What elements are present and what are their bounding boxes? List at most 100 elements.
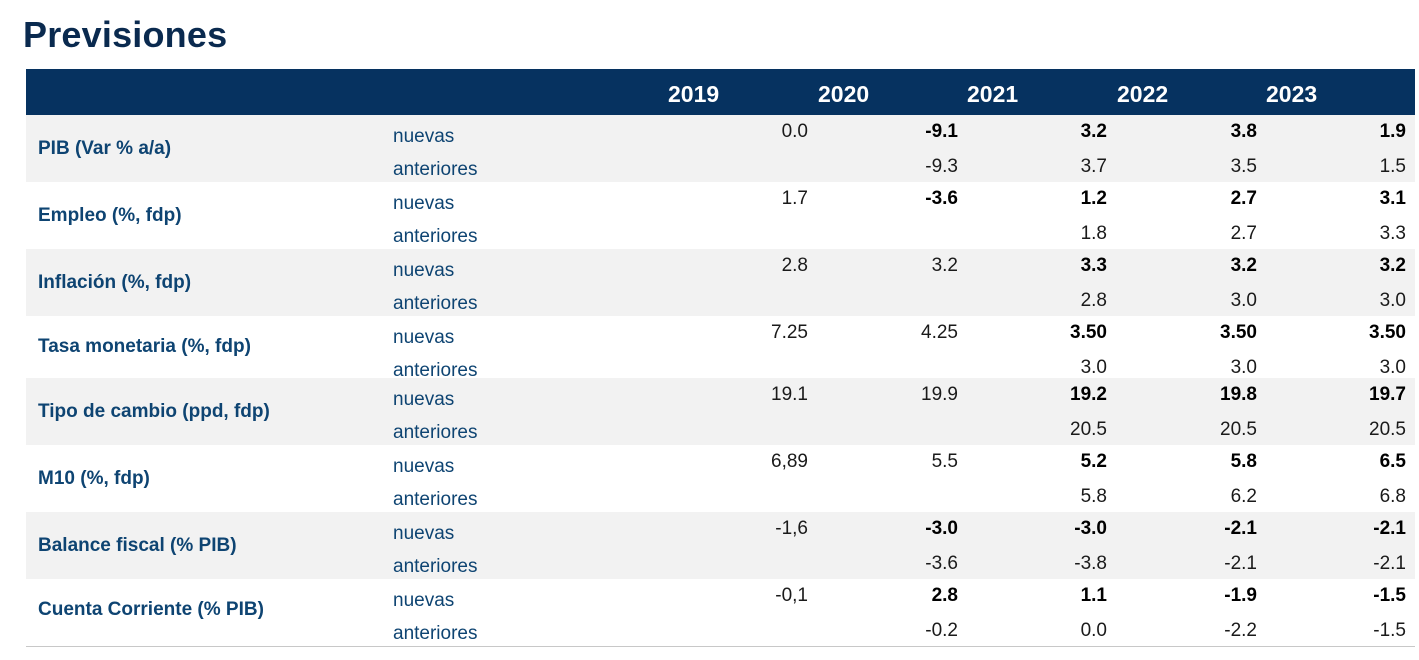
- previous-value-cell: 3.3: [1379, 223, 1406, 244]
- table-row: Tasa monetaria (%, fdp) nuevas anteriores 7…: [26, 316, 1415, 381]
- new-forecast-label: nuevas: [393, 260, 455, 281]
- new-value-cell: -3.0: [1074, 518, 1107, 539]
- new-value-cell: 19.8: [1220, 384, 1257, 405]
- new-value-cell: 4.25: [921, 322, 958, 343]
- previous-forecast-label: anteriores: [393, 556, 478, 577]
- new-value-cell: -9.1: [925, 121, 958, 142]
- table-row: Balance fiscal (% PIB) nuevas anteriores -1…: [26, 512, 1415, 579]
- new-value-cell: -1.9: [1224, 585, 1257, 606]
- year-header: 2021: [967, 81, 1019, 107]
- new-value-cell: -3.6: [925, 188, 958, 209]
- year-header: 2022: [1117, 81, 1169, 107]
- new-value-cell: 19.2: [1070, 384, 1107, 405]
- indicator-label: Tasa monetaria (%, fdp): [38, 336, 251, 357]
- previous-value-cell: 3.7: [1080, 156, 1107, 177]
- previous-value-cell: 3.5: [1230, 156, 1257, 177]
- new-value-cell: 19.1: [771, 384, 808, 405]
- year-header: 2023: [1266, 81, 1318, 107]
- previous-value-cell: 3.0: [1230, 357, 1257, 378]
- previous-value-cell: 2.7: [1230, 223, 1257, 244]
- new-value-cell: 2.7: [1230, 188, 1257, 209]
- previous-value-cell: 20.5: [1070, 419, 1107, 440]
- new-value-cell: 3.50: [1220, 322, 1257, 343]
- previous-forecast-label: anteriores: [393, 159, 478, 180]
- indicator-label: Tipo de cambio (ppd, fdp): [38, 400, 270, 422]
- new-value-cell: 6,89: [771, 451, 808, 472]
- previous-value-cell: 3.0: [1230, 290, 1257, 311]
- new-value-cell: 2.8: [931, 585, 958, 606]
- table-row: Empleo (%, fdp) nuevas anteriores 1.7 -3.6 1.…: [26, 182, 1415, 249]
- previous-forecast-label: anteriores: [393, 360, 478, 381]
- previous-value-cell: 20.5: [1220, 419, 1257, 440]
- new-value-cell: 1.9: [1379, 121, 1406, 142]
- new-value-cell: 1.2: [1080, 188, 1107, 209]
- table-row: PIB (Var % a/a) nuevas anteriores 0.0 -9.1 3.…: [26, 115, 1415, 182]
- previous-forecast-label: anteriores: [393, 293, 478, 314]
- new-value-cell: 1.7: [781, 188, 808, 209]
- new-value-cell: 7.25: [771, 322, 808, 343]
- new-forecast-label: nuevas: [393, 590, 455, 611]
- new-value-cell: 1.1: [1080, 585, 1107, 606]
- previous-value-cell: 2.8: [1080, 290, 1107, 311]
- new-value-cell: 3.3: [1080, 255, 1107, 276]
- new-forecast-label: nuevas: [393, 126, 455, 147]
- indicator-label: M10 (%, fdp): [38, 467, 150, 489]
- new-value-cell: -2.1: [1224, 518, 1257, 539]
- previous-forecast-label: anteriores: [393, 422, 478, 443]
- forecast-table: 2019 2020 2021 2022 2023 PIB (Var % a/a)…: [26, 69, 1415, 644]
- new-forecast-label: nuevas: [393, 523, 455, 544]
- new-value-cell: 6.5: [1379, 451, 1406, 472]
- previous-value-cell: -3.6: [925, 553, 958, 574]
- new-value-cell: -1,6: [775, 518, 808, 539]
- new-value-cell: 5.2: [1080, 451, 1107, 472]
- new-value-cell: 2.8: [781, 255, 808, 276]
- new-value-cell: -0,1: [775, 585, 808, 606]
- table-body: PIB (Var % a/a) nuevas anteriores 0.0 -9.1 3.…: [26, 115, 1415, 644]
- new-value-cell: -1.5: [1373, 585, 1406, 606]
- table-bottom-rule: [26, 646, 1415, 647]
- indicator-label: Cuenta Corriente (% PIB): [38, 599, 264, 620]
- new-value-cell: 3.50: [1369, 322, 1406, 343]
- previous-value-cell: -2.2: [1224, 620, 1257, 641]
- previous-value-cell: -3.8: [1074, 553, 1107, 574]
- new-value-cell: 19.9: [921, 384, 958, 405]
- previous-forecast-label: anteriores: [393, 226, 478, 247]
- new-value-cell: 3.2: [931, 255, 958, 276]
- new-value-cell: 3.8: [1230, 121, 1257, 142]
- previous-value-cell: -0.2: [925, 620, 958, 641]
- previous-value-cell: -9.3: [925, 156, 958, 177]
- new-forecast-label: nuevas: [393, 389, 455, 410]
- new-value-cell: 19.7: [1369, 384, 1406, 405]
- indicator-label: Inflación (%, fdp): [38, 271, 192, 293]
- new-forecast-label: nuevas: [393, 327, 455, 348]
- previous-value-cell: 5.8: [1080, 486, 1107, 507]
- previous-value-cell: 3.0: [1379, 357, 1406, 378]
- previous-value-cell: 6.8: [1379, 486, 1406, 507]
- indicator-label: Empleo (%, fdp): [38, 204, 182, 226]
- new-value-cell: -2.1: [1373, 518, 1406, 539]
- new-value-cell: -3.0: [925, 518, 958, 539]
- previous-value-cell: 3.0: [1080, 357, 1107, 378]
- previous-forecast-label: anteriores: [393, 489, 478, 510]
- table-row: Inflación (%, fdp) nuevas anteriores 2.8 3.2…: [26, 249, 1415, 316]
- new-value-cell: 5.8: [1230, 451, 1257, 472]
- new-value-cell: 5.5: [931, 451, 958, 472]
- new-forecast-label: nuevas: [393, 456, 455, 477]
- previous-value-cell: 20.5: [1369, 419, 1406, 440]
- previous-value-cell: 6.2: [1230, 486, 1257, 507]
- page-title: Previsiones: [23, 14, 228, 55]
- indicator-label: Balance fiscal (% PIB): [38, 534, 237, 556]
- previous-forecast-label: anteriores: [393, 623, 478, 644]
- new-value-cell: 3.2: [1379, 255, 1406, 276]
- table-row: Tipo de cambio (ppd, fdp) nuevas anteriore…: [26, 378, 1415, 445]
- table-header: 2019 2020 2021 2022 2023: [26, 69, 1415, 115]
- table-row: Cuenta Corriente (% PIB) nuevas anteriores…: [26, 579, 1415, 644]
- new-value-cell: 3.1: [1379, 188, 1406, 209]
- previous-value-cell: 1.8: [1080, 223, 1107, 244]
- previous-value-cell: -2.1: [1373, 553, 1406, 574]
- year-header: 2019: [668, 81, 720, 107]
- previous-value-cell: 1.5: [1379, 156, 1406, 177]
- new-value-cell: 3.2: [1230, 255, 1257, 276]
- table-row: M10 (%, fdp) nuevas anteriores 6,89 5.5 5.2 5.…: [26, 445, 1415, 512]
- previous-value-cell: -2.1: [1224, 553, 1257, 574]
